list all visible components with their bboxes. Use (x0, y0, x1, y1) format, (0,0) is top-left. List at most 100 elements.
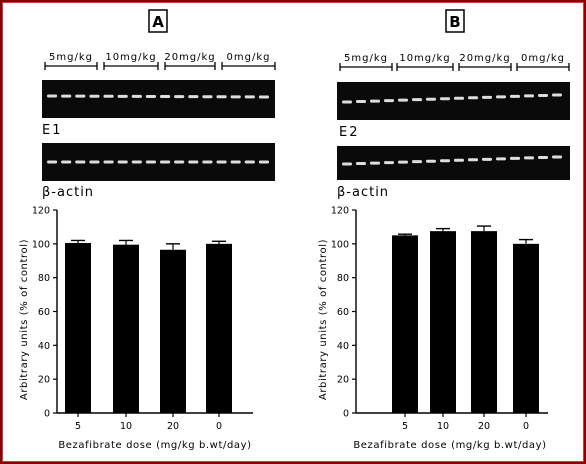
bar-0 (206, 243, 232, 413)
gel-band (496, 157, 506, 161)
panel-b-actin-bands (342, 155, 562, 166)
y-tick-label: 20 (337, 375, 349, 386)
gel-band (131, 160, 142, 164)
gel-band (468, 158, 478, 162)
gel-band (244, 95, 255, 99)
x-tick-label: 0 (523, 421, 529, 432)
gel-band (342, 100, 352, 104)
dose-label: 5mg/kg (344, 53, 388, 64)
gel-band (258, 160, 269, 164)
x-axis-label: Bezafibrate dose (mg/kg b.wt/day) (353, 440, 546, 451)
gel-band (524, 94, 534, 98)
gel-band (426, 159, 436, 163)
gel-band (244, 160, 255, 164)
gel-band (398, 98, 408, 102)
gel-band (258, 95, 269, 99)
panel-b-bar-chart: 0 20 40 60 80 100 120 5 10 20 0 Bezafibrate dose (m… (318, 206, 548, 451)
dose-label: 10mg/kg (399, 53, 450, 64)
dose-label: 0mg/kg (227, 52, 271, 63)
y-tick-label: 0 (44, 409, 50, 420)
gel-band (145, 94, 156, 98)
gel-band (89, 160, 100, 164)
panel-a-figure: A 5mg/kg 10mg/kg 20mg/kg 0mg/kg E1 β-actin … (19, 9, 276, 451)
dose-label: 20mg/kg (459, 53, 510, 64)
x-tick-label: 10 (437, 421, 449, 432)
y-tick-label: 80 (38, 273, 50, 284)
gel-band (174, 95, 185, 99)
panel-b-dose-labels: 5mg/kg 10mg/kg 20mg/kg 0mg/kg (339, 53, 570, 71)
gel-band (552, 155, 562, 159)
gel-band (468, 96, 478, 100)
gel-band (230, 95, 241, 99)
x-tick-label: 10 (120, 421, 132, 432)
x-tick-label: 20 (167, 421, 179, 432)
y-tick-label: 120 (32, 206, 50, 217)
panel-b-gene-label: E2 (339, 125, 360, 140)
panel-a-bar-chart: 0 20 40 60 80 100 120 5 10 20 0 Bezafibrate dose (m… (19, 206, 253, 451)
gel-band (482, 95, 492, 99)
gel-band (496, 95, 506, 99)
gel-band (47, 160, 58, 164)
gel-band (454, 96, 464, 100)
panel-b-figure: B 5mg/kg 10mg/kg 20mg/kg 0mg/kg E2 β-actin … (318, 9, 570, 451)
gel-band (117, 160, 128, 164)
panel-b-actin-label: β-actin (337, 185, 389, 200)
gel-band (370, 161, 380, 165)
gel-band (412, 160, 422, 164)
gel-band (103, 94, 114, 98)
gel-band (412, 98, 422, 102)
gel-band (61, 160, 72, 164)
panel-b-letter: B (449, 13, 460, 31)
bar-0 (513, 243, 539, 413)
gel-band (440, 159, 450, 163)
gel-band (160, 160, 171, 164)
panel-a-gene-label: E1 (42, 123, 63, 138)
y-tick-label: 20 (38, 375, 50, 386)
panel-a-actin-label: β-actin (42, 185, 94, 200)
gel-band (188, 160, 199, 164)
y-tick-label: 80 (337, 273, 349, 284)
gel-band (356, 100, 366, 104)
panel-a: A 5mg/kg 10mg/kg 20mg/kg 0mg/kg E1 β-actin … (19, 9, 276, 451)
y-tick-label: 0 (343, 409, 349, 420)
panel-a-letter: A (152, 13, 164, 31)
gel-band (216, 95, 227, 99)
x-axis-label: Bezafibrate dose (mg/kg b.wt/day) (58, 440, 251, 451)
gel-band (370, 99, 380, 103)
gel-band (384, 161, 394, 165)
gel-band (75, 160, 86, 164)
gel-band (482, 157, 492, 161)
gel-band (510, 156, 520, 160)
dose-label: 5mg/kg (49, 52, 93, 63)
gel-band (454, 158, 464, 162)
gel-band (398, 160, 408, 164)
panel-a-dose-labels: 5mg/kg 10mg/kg 20mg/kg 0mg/kg (44, 52, 276, 70)
panel-a-gene-gel (42, 80, 275, 118)
gel-band (160, 95, 171, 99)
gel-band (131, 94, 142, 98)
y-axis-label: Arbitrary units (% of control) (19, 239, 30, 400)
x-tick-label: 20 (478, 421, 490, 432)
gel-band (202, 160, 213, 164)
gel-band (230, 160, 241, 164)
gel-band (440, 97, 450, 101)
x-tick-label: 5 (75, 421, 81, 432)
panel-b: B 5mg/kg 10mg/kg 20mg/kg 0mg/kg E2 β-actin … (293, 0, 586, 464)
y-tick-label: 40 (337, 341, 349, 352)
gel-band (89, 94, 100, 98)
gel-band (356, 162, 366, 166)
gel-band (510, 94, 520, 98)
panel-b-gene-bands (342, 93, 562, 104)
gel-band (342, 162, 352, 166)
gel-band (202, 95, 213, 99)
dose-label: 20mg/kg (164, 52, 215, 63)
gel-band (145, 160, 156, 164)
x-tick-label: 5 (402, 421, 408, 432)
gel-band (47, 94, 58, 98)
bar-5 (65, 242, 91, 413)
y-tick-label: 100 (32, 239, 50, 250)
bar-10 (113, 244, 139, 413)
gel-band (174, 160, 185, 164)
y-axis-label: Arbitrary units (% of control) (318, 239, 329, 400)
gel-band (426, 97, 436, 101)
